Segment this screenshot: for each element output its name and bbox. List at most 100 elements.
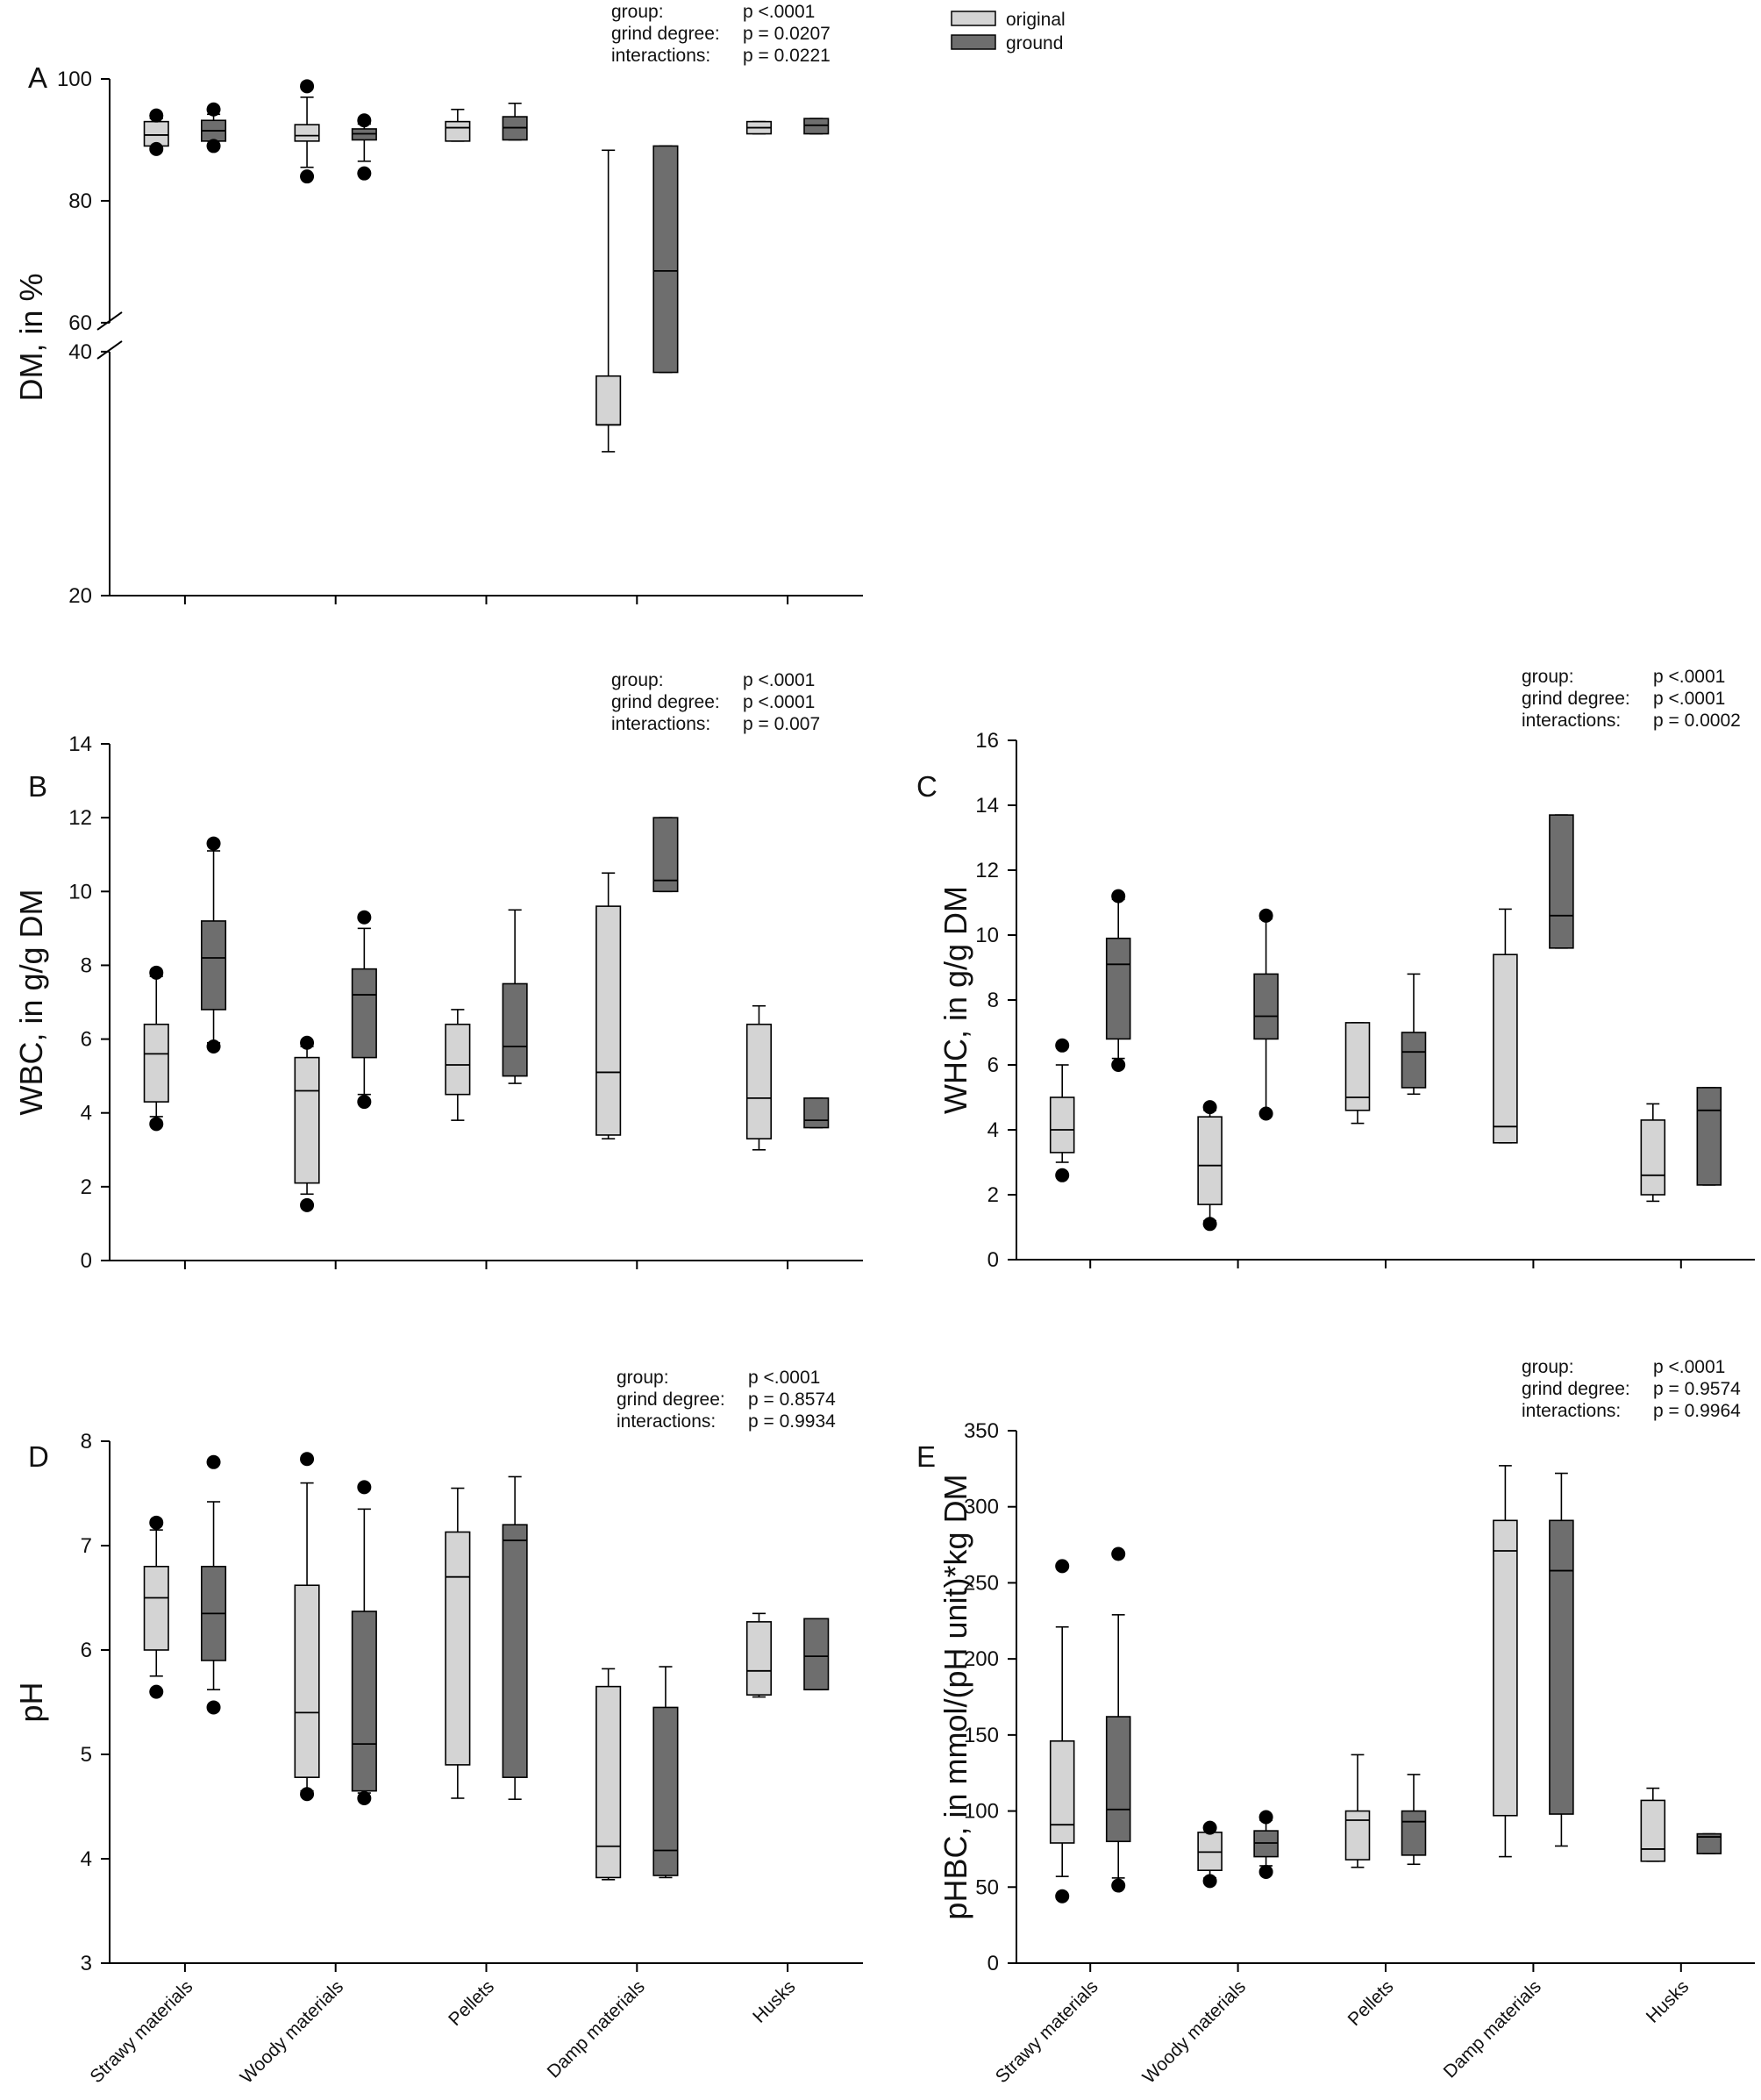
box-rect: [595, 375, 622, 426]
stat-value-grind_degree: p <.0001: [1653, 689, 1725, 709]
outlier-point: [149, 108, 164, 123]
stats-block: group: p <.0001 grind degree: p = 0.9574 int…: [1522, 1357, 1741, 1421]
box-ground-2: [1401, 973, 1427, 1096]
outlier-point: [1111, 1058, 1126, 1072]
stat-value-grind_degree: p = 0.8574: [748, 1389, 836, 1410]
stat-label-grind_degree: grind degree:: [1522, 689, 1630, 709]
y-tick-label: 0: [81, 1249, 92, 1273]
box-original-1: [294, 79, 320, 184]
box-original-0: [143, 965, 169, 1132]
outlier-point: [357, 1790, 372, 1805]
box-original-2: [445, 108, 471, 142]
outlier-point: [357, 113, 372, 128]
stats-block: group: p <.0001 grind degree: p <.0001 inter…: [611, 670, 820, 734]
x-tick-label: Damp materials: [544, 1976, 649, 2082]
box-ground-2: [1401, 1774, 1427, 1866]
stat-value-group: p <.0001: [743, 2, 815, 22]
outlier-point: [206, 139, 221, 154]
y-axis-label: WHC, in g/g DM: [938, 886, 973, 1114]
y-tick-label: 6: [81, 1639, 92, 1662]
outlier-point: [1055, 1559, 1070, 1574]
box-rect: [445, 120, 471, 142]
panel-A: A DM, in % 20 40 60 80 100 group: p <.0001 grind …: [13, 2, 863, 608]
stat-value-interactions: p = 0.9964: [1653, 1401, 1741, 1421]
stat-label-group: group:: [617, 1368, 669, 1388]
box-rect: [351, 968, 377, 1059]
box-rect: [1696, 1832, 1722, 1854]
box-rect: [1049, 1739, 1075, 1844]
box-rect: [445, 1531, 471, 1766]
outlier-point: [149, 141, 164, 156]
box-original-3: [595, 149, 622, 453]
y-tick-label: 100: [57, 68, 92, 91]
box-original-4: [745, 120, 773, 135]
box-rect: [294, 1056, 320, 1184]
y-tick-label: 0: [987, 1952, 999, 1975]
box-rect: [652, 817, 679, 893]
outlier-point: [206, 1039, 221, 1054]
box-ground-3: [1549, 1472, 1574, 1847]
legend: original ground: [951, 10, 1066, 54]
box-rect: [445, 1023, 471, 1096]
box-rect: [1344, 1810, 1371, 1861]
y-tick-label: 0: [987, 1248, 999, 1272]
box-rect: [1493, 954, 1518, 1144]
box-original-4: [745, 1612, 773, 1698]
box-rect: [294, 124, 320, 142]
box-ground-4: [803, 1618, 830, 1691]
y-tick-label: 4: [81, 1102, 92, 1125]
box-original-2: [445, 1487, 471, 1799]
outlier-point: [1055, 1168, 1070, 1182]
box-ground-0: [1105, 1546, 1131, 1893]
box-rect: [294, 1584, 320, 1778]
stat-label-group: group:: [1522, 1357, 1574, 1377]
outlier-point: [357, 1480, 372, 1495]
box-ground-3: [652, 145, 679, 374]
y-tick-label: 6: [81, 1028, 92, 1052]
outlier-point: [1258, 908, 1273, 923]
box-rect: [745, 1621, 773, 1696]
box-original-0: [143, 108, 169, 156]
box-original-1: [1197, 1100, 1223, 1232]
outlier-point: [1111, 1878, 1126, 1893]
x-tick-label: Strawy materials: [86, 1976, 196, 2087]
box-original-1: [1197, 1820, 1223, 1889]
y-tick-label: 14: [975, 794, 999, 818]
box-ground-1: [351, 113, 377, 181]
box-rect: [143, 1023, 169, 1103]
box-ground-0: [200, 836, 227, 1054]
y-tick-label: 150: [964, 1724, 999, 1747]
stat-label-interactions: interactions:: [611, 714, 710, 734]
box-original-3: [1493, 1465, 1518, 1858]
y-tick-label: 7: [81, 1534, 92, 1558]
x-tick-label: Strawy materials: [992, 1976, 1102, 2087]
stat-value-group: p <.0001: [743, 670, 815, 690]
panel-label: A: [28, 61, 47, 94]
outlier-point: [1055, 1889, 1070, 1904]
panel-C: C WHC, in g/g DM 0 2 4 6 8 10 12 14 16 group: p <.00…: [916, 667, 1755, 1272]
y-tick-label: 200: [964, 1647, 999, 1671]
stat-label-interactions: interactions:: [1522, 1401, 1621, 1421]
outlier-point: [300, 1035, 315, 1050]
box-original-4: [1640, 1787, 1666, 1862]
box-rect: [1493, 1519, 1518, 1817]
y-tick-label: 100: [964, 1800, 999, 1824]
box-rect: [745, 1023, 773, 1139]
box-ground-1: [351, 910, 377, 1110]
box-ground-2: [502, 909, 528, 1084]
outlier-point: [300, 1452, 315, 1467]
stat-value-grind_degree: p = 0.9574: [1653, 1379, 1741, 1399]
y-tick-label: 20: [68, 584, 92, 608]
box-rect: [1105, 937, 1131, 1040]
y-tick-label: 2: [81, 1175, 92, 1199]
box-original-0: [143, 1515, 169, 1699]
box-ground-1: [1253, 908, 1279, 1121]
box-rect: [200, 920, 227, 1011]
stat-label-group: group:: [611, 2, 664, 22]
y-tick-label: 3: [81, 1952, 92, 1975]
stat-value-grind_degree: p <.0001: [743, 692, 815, 712]
outlier-point: [206, 836, 221, 851]
panel-label: E: [916, 1440, 936, 1473]
outlier-point: [1111, 1546, 1126, 1561]
